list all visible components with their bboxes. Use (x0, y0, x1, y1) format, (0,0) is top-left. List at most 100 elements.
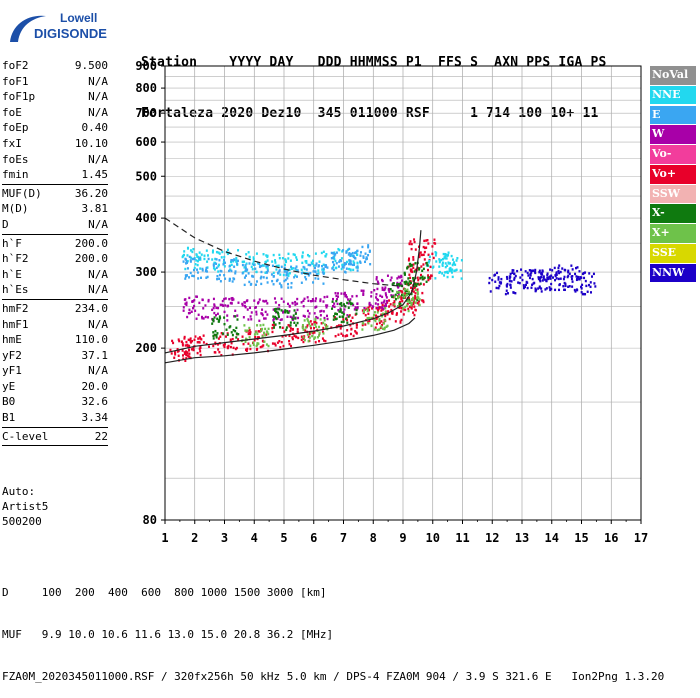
scatter-point (206, 254, 209, 257)
scatter-point (245, 349, 248, 352)
param-name: h`F2 (2, 252, 29, 266)
scatter-point (441, 263, 444, 266)
scatter-point (223, 265, 226, 268)
scatter-point (214, 329, 217, 333)
param-row: yE 20.0 (2, 379, 108, 395)
scatter-point (223, 343, 226, 346)
scatter-point (192, 274, 195, 278)
scatter-point (411, 297, 414, 301)
scatter-point (308, 336, 311, 339)
scatter-point (582, 271, 585, 275)
chart-curves (164, 217, 422, 364)
scatter-point (274, 261, 277, 264)
scatter-point (308, 322, 311, 326)
scatter-point (381, 286, 384, 290)
scatter-point (331, 267, 334, 270)
scatter-point (585, 284, 588, 288)
scatter-point (322, 250, 325, 254)
scatter-point (413, 238, 416, 241)
param-name: B0 (2, 395, 16, 409)
scatter-point (509, 283, 512, 287)
scatter-point (184, 350, 187, 353)
scatter-point (305, 278, 308, 281)
scatter-point (384, 319, 387, 322)
scatter-point (345, 262, 348, 266)
scatter-point (294, 267, 297, 270)
scatter-point (397, 283, 400, 286)
scatter-point (274, 323, 277, 326)
scatter-point (440, 258, 443, 262)
scatter-point (315, 325, 318, 329)
scatter-point (277, 311, 280, 314)
scatter-point (188, 296, 191, 300)
scatter-point (283, 330, 286, 333)
scatter-point (306, 319, 309, 322)
scatter-point (375, 296, 378, 299)
scatter-point (343, 292, 346, 296)
scatter-point (313, 326, 316, 330)
scatter-point (419, 251, 422, 254)
scatter-point (373, 318, 376, 321)
scatter-point (301, 251, 304, 254)
scatter-point (276, 341, 279, 344)
scatter-point (271, 264, 274, 267)
scatter-point (185, 303, 188, 307)
scatter-point (286, 270, 289, 273)
scatter-point (420, 265, 423, 268)
scatter-point (406, 267, 409, 270)
scatter-point (338, 260, 341, 263)
scatter-point (279, 273, 282, 276)
scatter-point (383, 304, 386, 308)
scatter-point (186, 247, 189, 250)
scatter-point (281, 311, 284, 314)
scatter-point (305, 268, 308, 271)
scatter-point (400, 296, 403, 300)
scatter-point (259, 345, 262, 349)
scatter-point (418, 300, 421, 303)
param-name: foE (2, 105, 22, 119)
scatter-point (258, 265, 261, 269)
param-separator (2, 298, 108, 300)
scatter-point (387, 310, 390, 313)
scatter-point (235, 326, 238, 330)
scatter-point (278, 256, 281, 260)
scatter-point (306, 333, 309, 336)
scatter-point (307, 321, 310, 324)
scatter-point (354, 257, 357, 260)
scatter-point (303, 319, 306, 322)
scatter-point (414, 288, 417, 292)
scatter-point (309, 326, 312, 330)
scatter-point (191, 300, 194, 303)
scatter-point (579, 276, 582, 279)
scatter-point (215, 262, 218, 266)
scatter-point (381, 279, 384, 283)
scatter-point (412, 279, 415, 282)
scatter-point (278, 322, 281, 325)
scatter-point (264, 310, 267, 314)
scatter-point (367, 246, 370, 249)
scatter-point (559, 270, 562, 274)
scatter-point (356, 250, 359, 253)
scatter-point (495, 286, 498, 290)
scatter-point (574, 266, 577, 270)
scatter-point (234, 347, 237, 351)
scatter-point (391, 289, 394, 293)
scatter-point (302, 340, 305, 344)
param-row: foEs N/A (2, 152, 108, 168)
scatter-point (339, 308, 342, 311)
scatter-point (564, 282, 567, 286)
scatter-point (524, 283, 527, 286)
scatter-point (416, 302, 419, 305)
scatter-point (594, 285, 597, 288)
scatter-point (426, 268, 429, 272)
scatter-point (368, 316, 371, 320)
scatter-point (256, 324, 259, 327)
scatter-point (272, 275, 275, 278)
scatter-point (407, 283, 410, 287)
scatter-point (406, 300, 409, 303)
scatter-point (333, 254, 336, 257)
scatter-point (381, 323, 384, 327)
scatter-point (294, 317, 297, 320)
scatter-point (306, 324, 309, 327)
scatter-point (459, 269, 462, 272)
